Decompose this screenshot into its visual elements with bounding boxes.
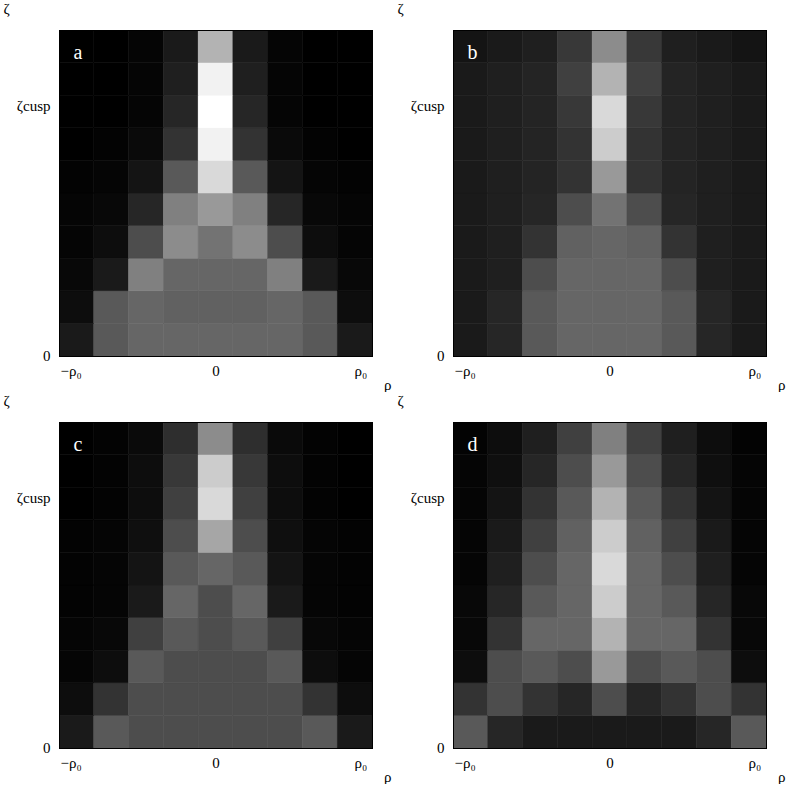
svg-text:ρ₀: ρ₀ [749,755,762,771]
svg-text:ζ: ζ [4,393,10,409]
svg-text:ρ: ρ [778,769,786,785]
svg-text:ρ: ρ [384,769,392,785]
svg-text:0: 0 [606,755,614,771]
svg-text:ζ: ζ [4,1,10,17]
svg-text:a: a [74,41,83,63]
svg-text:ρ₀: ρ₀ [355,363,368,379]
svg-text:−ρ₀: −ρ₀ [60,755,81,771]
svg-text:ρ₀: ρ₀ [355,755,368,771]
svg-text:0: 0 [437,740,445,756]
svg-text:0: 0 [43,740,51,756]
svg-text:ζ: ζ [398,393,404,409]
svg-text:ρ₀: ρ₀ [749,363,762,379]
svg-text:0: 0 [606,363,614,379]
svg-text:0: 0 [43,348,51,364]
svg-text:d: d [468,433,478,455]
svg-text:ζcusp: ζcusp [17,98,51,114]
svg-text:0: 0 [437,348,445,364]
svg-text:0: 0 [212,755,220,771]
svg-text:−ρ₀: −ρ₀ [454,363,475,379]
svg-text:ζ: ζ [398,1,404,17]
svg-text:ζcusp: ζcusp [411,490,445,506]
svg-text:ρ: ρ [384,377,392,393]
svg-text:c: c [74,433,83,455]
svg-text:ρ: ρ [778,377,786,393]
svg-text:b: b [468,41,478,63]
svg-text:0: 0 [212,363,220,379]
svg-text:−ρ₀: −ρ₀ [60,363,81,379]
svg-text:ζcusp: ζcusp [17,490,51,506]
svg-text:−ρ₀: −ρ₀ [454,755,475,771]
svg-text:ζcusp: ζcusp [411,98,445,114]
